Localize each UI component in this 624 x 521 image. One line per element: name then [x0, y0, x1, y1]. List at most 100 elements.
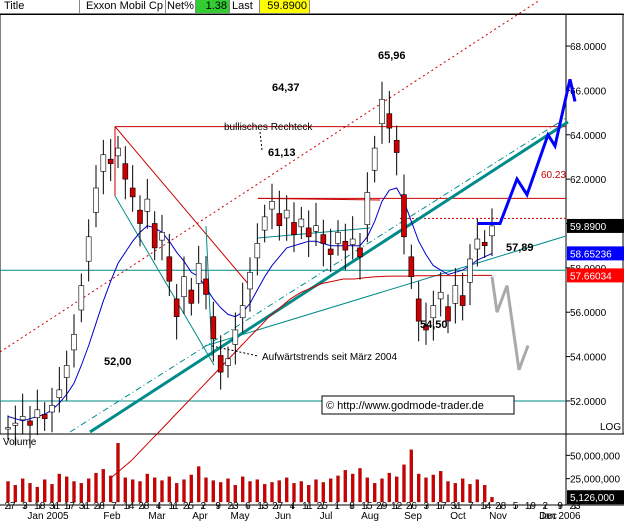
x-month-label: Aug: [361, 511, 379, 521]
x-day-label: 31: [450, 501, 462, 512]
volume-bar: [204, 477, 208, 503]
volume-bar: [138, 481, 142, 503]
x-month-label: Mar: [148, 511, 166, 521]
volume-bar: [72, 481, 76, 503]
x-day-label: 5: [513, 501, 519, 512]
price-bar-body: [357, 247, 363, 258]
price-tag-box: [567, 218, 624, 233]
volume-bar: [424, 477, 428, 503]
x-month-label: Jun: [275, 511, 291, 521]
y-tick-label: 62.0000: [570, 175, 607, 186]
x-day-label: 4: [156, 501, 162, 512]
x-day-label: 12: [391, 501, 403, 512]
price-bar-body: [474, 238, 481, 250]
price-bar-body: [467, 258, 473, 283]
price-bar-body: [313, 225, 319, 232]
price-bar-body: [452, 285, 459, 304]
price-bar-body: [195, 263, 202, 284]
y-tick-label: 68.0000: [570, 42, 607, 53]
volume-bar: [211, 480, 215, 503]
x-day-label: 31: [79, 501, 91, 512]
volume-last-box: [567, 490, 624, 505]
annotation-label: 65,96: [378, 50, 406, 62]
x-day-label: 7: [111, 501, 117, 512]
callout-line-rechteck: [259, 131, 263, 151]
annotation-label: 52,00: [104, 356, 132, 368]
price-bar-body: [298, 218, 305, 228]
y-tick-label: 64.0000: [570, 131, 607, 142]
volume-title: Volume: [3, 437, 37, 448]
volume-bar: [402, 464, 406, 503]
price-bar-body: [423, 325, 429, 331]
price-tag-box: [567, 268, 624, 283]
volume-bar: [182, 479, 186, 503]
price-bar-body: [489, 225, 495, 237]
x-day-label: 18: [34, 501, 46, 512]
price-bar-body: [261, 216, 268, 231]
pattern-top-line: [257, 197, 381, 201]
volume-bar: [94, 472, 98, 503]
volume-bar: [475, 479, 479, 503]
x-day-label: 6: [245, 501, 251, 512]
x-day-label: 9: [557, 501, 563, 512]
price-tag-label: 58.65236: [570, 249, 612, 260]
x-day-label: 7: [468, 501, 474, 512]
x-day-label: 11: [168, 501, 179, 512]
price-bar-body: [445, 306, 451, 322]
volume-bar: [292, 483, 296, 503]
net-percent-label: Net%: [166, 0, 196, 13]
x-day-label: 3: [424, 501, 430, 512]
volume-bar: [197, 466, 201, 503]
price-bar-body: [305, 227, 312, 238]
price-bar-body: [430, 305, 437, 319]
volume-bar: [79, 483, 83, 503]
price-bar-body: [401, 194, 407, 238]
price-panel-frame: [0, 13, 624, 435]
volume-bar: [35, 486, 39, 503]
price-tag-box: [567, 246, 624, 261]
price-bar-body: [437, 291, 444, 300]
price-bar-body: [41, 413, 48, 419]
price-tag-label: 57.66034: [570, 271, 612, 282]
volume-bar: [439, 471, 443, 503]
volume-bar: [123, 477, 127, 503]
price-bar-body: [269, 201, 275, 210]
pattern-bottom-line: [257, 227, 371, 239]
volume-bar: [255, 479, 259, 503]
x-day-label: 23: [569, 501, 581, 512]
volume-bar: [109, 475, 113, 503]
volume-bar: [417, 473, 421, 503]
price-bar-body: [232, 329, 239, 345]
volume-bar: [285, 477, 289, 503]
price-bar-body: [327, 248, 334, 255]
volume-bar: [145, 473, 149, 503]
price-bar-body: [247, 271, 253, 290]
price-bar-body: [239, 305, 246, 319]
header-bar: Title Exxon Mobil Cp Net% 1.38 Last 59.8…: [0, 0, 624, 15]
price-bars: [5, 81, 495, 449]
x-day-label: 8: [349, 501, 355, 512]
mid-trend-line: [204, 235, 567, 347]
volume-last-label: 5,126,000: [570, 493, 615, 504]
x-month-label: Dec: [539, 511, 557, 521]
price-bar-body: [56, 389, 63, 398]
x-day-label: 1: [334, 501, 340, 512]
volume-bar: [175, 483, 179, 503]
price-bar-body: [19, 416, 26, 421]
x-month-label: Jan 2006: [539, 511, 581, 521]
x-day-label: 17: [64, 501, 76, 512]
volume-bar: [233, 485, 237, 503]
annotation-label: 57,89: [506, 242, 534, 254]
price-bar-body: [27, 420, 33, 426]
watermark-box: [321, 395, 515, 415]
volume-bar: [21, 478, 25, 503]
annotation-label: Aufwärtstrends seit März 2004: [262, 352, 397, 363]
y-tick-label: 66.0000: [570, 86, 607, 97]
price-bar-body: [129, 187, 136, 198]
price-bar-body: [137, 209, 143, 224]
x-day-label: 25: [183, 501, 195, 512]
volume-bar: [131, 479, 135, 503]
volume-bar: [28, 483, 32, 503]
x-day-label: 23: [227, 501, 239, 512]
